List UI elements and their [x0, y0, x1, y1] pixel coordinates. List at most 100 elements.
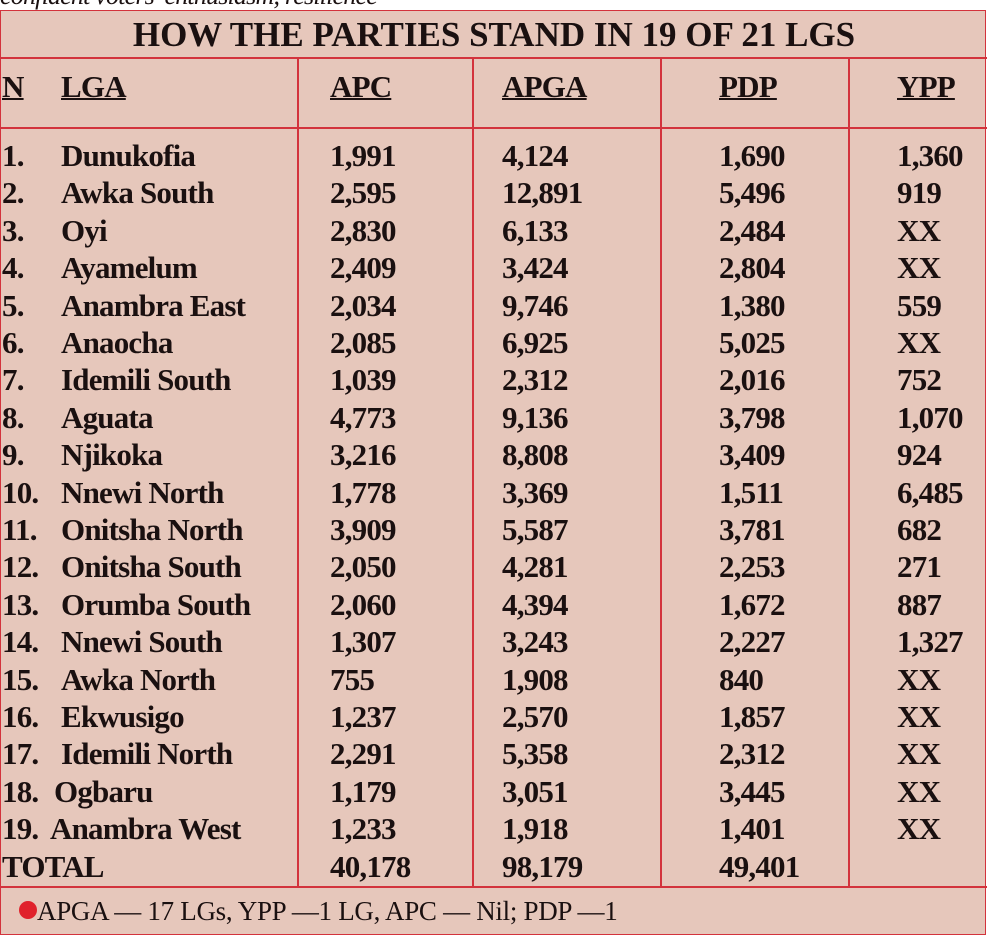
cell: 1,991 [330, 138, 397, 173]
cell: XX [897, 699, 941, 734]
cell: 3,445 [719, 773, 786, 809]
cell: 9,136 [502, 399, 569, 435]
cell: 1,511 [719, 474, 784, 510]
cell: 3,243 [502, 624, 569, 660]
cell: XX [897, 736, 941, 772]
cell: 2,291 [330, 736, 397, 772]
cell: XX [897, 325, 941, 360]
row-number: 7. [2, 362, 24, 398]
cell: 3,781 [719, 512, 786, 547]
cell: 1,307 [330, 624, 397, 660]
lga-name: Njikoka [61, 437, 163, 473]
lga-name: Onitsha South [61, 549, 242, 585]
cell: 4,394 [502, 586, 569, 622]
cell: 2,016 [719, 362, 786, 398]
cell: 2,570 [502, 699, 569, 734]
row-number: 3. [2, 212, 24, 248]
row-number: 9. [2, 437, 24, 473]
lga-name: Onitsha North [61, 512, 243, 547]
cell: 5,587 [502, 512, 569, 547]
row-number: 1. [2, 138, 24, 173]
cell: 1,857 [719, 699, 786, 734]
row-number: 11. [2, 512, 37, 547]
row-number: 4. [2, 250, 24, 286]
cell: 6,925 [502, 325, 569, 360]
cell: 1,380 [719, 287, 786, 323]
lga-name: Ogbaru [54, 773, 153, 809]
cell: 755 [330, 661, 375, 697]
lga-name: Aguata [61, 399, 153, 435]
column-header: N [2, 69, 24, 104]
cell: 3,051 [502, 773, 569, 809]
cell: 2,253 [719, 549, 786, 585]
rule [1, 127, 987, 129]
cell: 840 [719, 661, 764, 697]
cell: 4,773 [330, 399, 397, 435]
cell: 1,237 [330, 699, 397, 734]
lga-name: Orumba South [61, 586, 251, 622]
column-header: LGA [61, 69, 127, 104]
cell: 2,085 [330, 325, 397, 360]
bullet [19, 901, 37, 919]
cell: 271 [897, 549, 942, 585]
cell: 1,672 [719, 586, 786, 622]
row-number: 14. [2, 624, 39, 660]
rule [1, 886, 987, 888]
lga-name: Anaocha [61, 325, 173, 360]
row-number: 15. [2, 661, 39, 697]
lga-name: Nnewi North [61, 474, 224, 510]
lga-name: Awka South [61, 175, 214, 211]
cell: 2,409 [330, 250, 397, 286]
cell: 2,227 [719, 624, 786, 660]
cell: 682 [897, 512, 942, 547]
row-number: 16. [2, 699, 39, 734]
column-header: APC [330, 69, 392, 104]
cell: 2,312 [502, 362, 569, 398]
cell: 2,595 [330, 175, 397, 211]
cell: 1,908 [502, 661, 569, 697]
lga-name: Ayamelum [61, 250, 198, 286]
cell: 2,034 [330, 287, 397, 323]
cell: XX [897, 212, 941, 248]
caption-fragment: confident voters' enthusiasm, resilience [0, 0, 378, 14]
cell: 4,281 [502, 549, 569, 585]
cell: 2,060 [330, 586, 397, 622]
total-label: TOTAL [2, 848, 104, 884]
lga-name: Anambra East [61, 287, 246, 323]
rule [472, 57, 474, 886]
cell: 752 [897, 362, 942, 398]
column-header: PDP [719, 69, 778, 104]
cell: 559 [897, 287, 942, 323]
cell: 1,690 [719, 138, 786, 173]
row-number: 6. [2, 325, 24, 360]
rule [1, 57, 987, 59]
cell: 4,124 [502, 138, 569, 173]
lga-name: Awka North [61, 661, 216, 697]
row-number: 17. [2, 736, 39, 772]
lga-name: Oyi [61, 212, 108, 248]
cell: 8,808 [502, 437, 569, 473]
row-number: 18. [2, 773, 39, 809]
row-number: 5. [2, 287, 24, 323]
cell: 919 [897, 175, 942, 211]
row-number: 13. [2, 586, 39, 622]
cell: 1,918 [502, 811, 569, 847]
row-number: 19. [2, 811, 39, 847]
cell: XX [897, 773, 941, 809]
rule [297, 57, 299, 886]
column-header: YPP [897, 69, 956, 104]
row-number: 8. [2, 399, 24, 435]
cell: 1,360 [897, 138, 964, 173]
cell: 3,909 [330, 512, 397, 547]
cell: 2,830 [330, 212, 397, 248]
cell: 2,804 [719, 250, 786, 286]
row-number: 12. [2, 549, 39, 585]
cell: 1,233 [330, 811, 397, 847]
cell: 3,798 [719, 399, 786, 435]
cell: 3,216 [330, 437, 397, 473]
cell: 9,746 [502, 287, 569, 323]
cell: 3,409 [719, 437, 786, 473]
cell: 3,424 [502, 250, 569, 286]
lga-name: Nnewi South [61, 624, 223, 660]
